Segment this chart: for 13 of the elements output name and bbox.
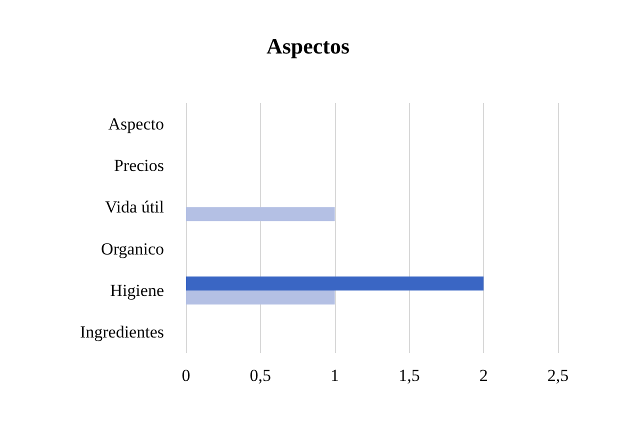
x-tick-label: 1 (330, 366, 340, 385)
y-tick-label: Vida útil (105, 198, 164, 217)
x-tick-label: 1,5 (398, 366, 420, 385)
y-tick-label: Aspecto (108, 114, 164, 134)
x-tick-label: 2 (479, 366, 488, 385)
y-tick-label: Organico (101, 239, 164, 258)
x-tick-label: 0,5 (250, 366, 272, 385)
y-tick-label: Precios (114, 156, 164, 175)
y-tick-label: Higiene (110, 281, 164, 300)
x-tick-label: 0 (182, 366, 190, 385)
x-tick-label: 2,5 (547, 366, 569, 385)
chart-title: Aspectos (266, 34, 350, 58)
y-tick-label: Ingredientes (80, 322, 164, 342)
